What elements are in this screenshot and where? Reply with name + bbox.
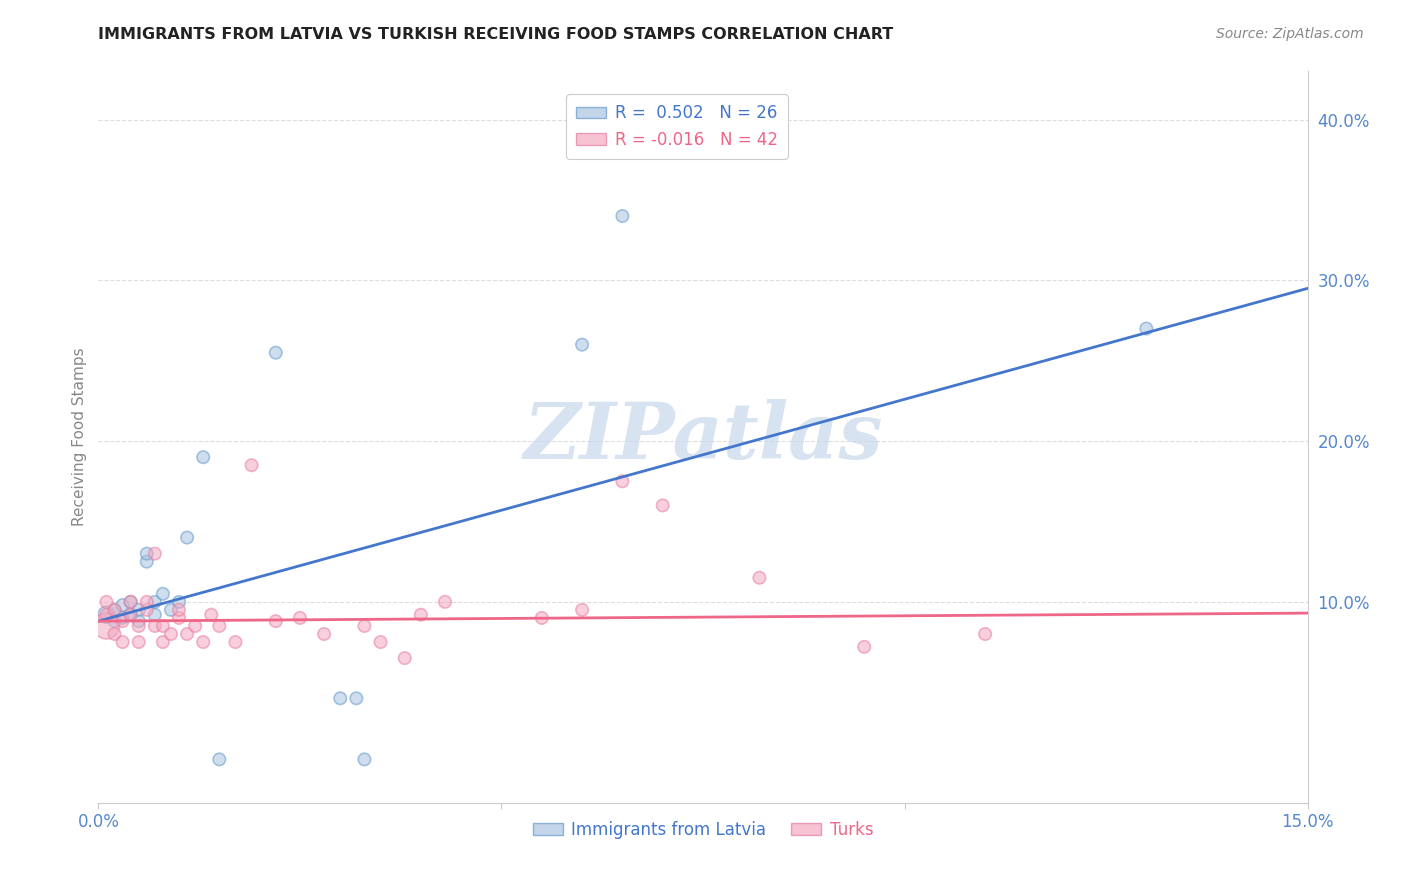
Point [176, 531, 198, 545]
Point [103, 603, 125, 617]
Point [160, 627, 183, 641]
Point [288, 611, 311, 625]
Point [111, 598, 134, 612]
Point [103, 603, 125, 617]
Point [96, 607, 118, 622]
Point [434, 595, 457, 609]
Point [152, 619, 174, 633]
Point [103, 614, 125, 628]
Point [240, 458, 263, 473]
Point [152, 635, 174, 649]
Point [135, 555, 157, 569]
Point [651, 499, 673, 513]
Y-axis label: Receiving Food Stamps: Receiving Food Stamps [72, 348, 87, 526]
Point [96, 595, 118, 609]
Point [167, 603, 190, 617]
Point [394, 651, 416, 665]
Point [208, 619, 231, 633]
Point [353, 619, 375, 633]
Point [128, 635, 150, 649]
Point [224, 635, 246, 649]
Point [135, 603, 157, 617]
Point [143, 547, 166, 561]
Point [208, 752, 231, 766]
Point [193, 635, 215, 649]
Point [160, 603, 183, 617]
Point [143, 619, 166, 633]
Point [353, 752, 375, 766]
Point [135, 547, 157, 561]
Point [530, 611, 553, 625]
Point [853, 640, 876, 654]
Point [111, 614, 134, 628]
Point [120, 595, 142, 609]
Point [329, 691, 352, 706]
Point [974, 627, 997, 641]
Point [143, 595, 166, 609]
Point [143, 607, 166, 622]
Point [167, 595, 190, 609]
Point [120, 595, 142, 609]
Point [612, 475, 634, 489]
Point [128, 619, 150, 633]
Point [200, 607, 222, 622]
Point [264, 345, 287, 359]
Point [111, 611, 134, 625]
Text: Source: ZipAtlas.com: Source: ZipAtlas.com [1216, 27, 1364, 41]
Point [409, 607, 432, 622]
Point [571, 337, 593, 351]
Point [184, 619, 207, 633]
Point [167, 611, 190, 625]
Point [748, 571, 770, 585]
Point [571, 603, 593, 617]
Text: IMMIGRANTS FROM LATVIA VS TURKISH RECEIVING FOOD STAMPS CORRELATION CHART: IMMIGRANTS FROM LATVIA VS TURKISH RECEIV… [98, 27, 894, 42]
Point [103, 627, 125, 641]
Text: ZIPatlas: ZIPatlas [523, 399, 883, 475]
Point [120, 607, 142, 622]
Legend: Immigrants from Latvia, Turks: Immigrants from Latvia, Turks [526, 814, 880, 846]
Point [128, 603, 150, 617]
Point [120, 607, 142, 622]
Point [128, 614, 150, 628]
Point [96, 619, 118, 633]
Point [152, 587, 174, 601]
Point [1135, 321, 1157, 335]
Point [96, 607, 118, 622]
Point [176, 627, 198, 641]
Point [344, 691, 367, 706]
Point [370, 635, 392, 649]
Point [111, 635, 134, 649]
Point [264, 614, 287, 628]
Point [314, 627, 336, 641]
Point [193, 450, 215, 465]
Point [612, 209, 634, 223]
Point [135, 595, 157, 609]
